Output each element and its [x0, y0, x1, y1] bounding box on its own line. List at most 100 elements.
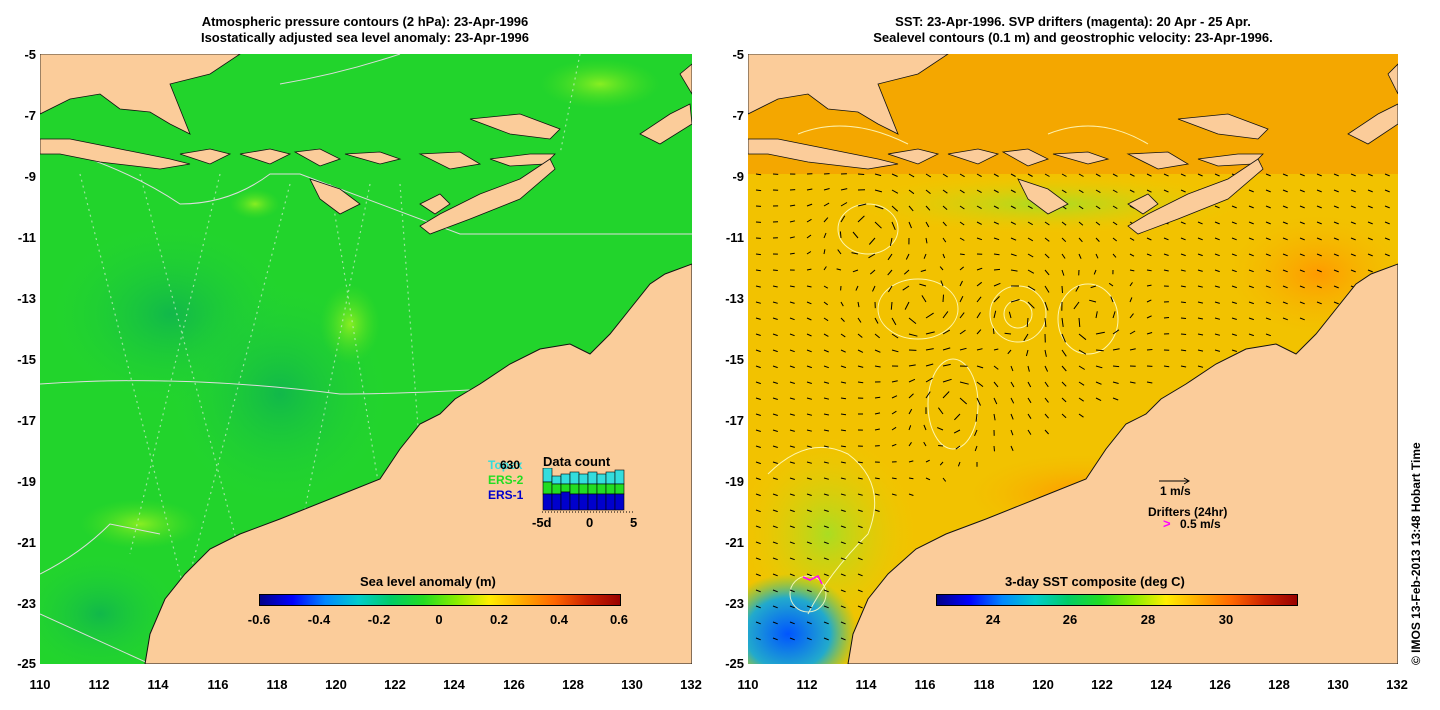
- velocity-arrow: [823, 461, 829, 464]
- velocity-arrow: [976, 312, 981, 319]
- velocity-arrow: [857, 203, 867, 207]
- velocity-arrow: [857, 493, 863, 496]
- velocity-arrow: [868, 253, 876, 259]
- velocity-arrow: [772, 621, 778, 625]
- right-title-line1: SST: 23-Apr-1996. SVP drifters (magenta)…: [895, 14, 1251, 29]
- velocity-arrow: [1197, 301, 1204, 304]
- velocity-arrow: [823, 349, 829, 353]
- velocity-arrow: [1112, 311, 1116, 319]
- credit-text: © IMOS 13-Feb-2013 13:48 Hobart Time: [1409, 442, 1423, 665]
- velocity-arrow: [908, 408, 913, 415]
- velocity-arrow: [1095, 221, 1101, 226]
- velocity-arrow: [840, 215, 846, 223]
- velocity-arrow: [840, 557, 846, 561]
- velocity-arrow: [857, 317, 862, 323]
- velocity-arrow: [823, 637, 829, 641]
- velocity-arrow: [1044, 397, 1049, 403]
- velocity-arrow: [1333, 237, 1339, 241]
- velocity-arrow: [1129, 173, 1135, 177]
- velocity-arrow: [755, 509, 761, 513]
- left-xtick: 112: [88, 677, 110, 692]
- velocity-arrow: [925, 173, 932, 178]
- velocity-arrow: [1231, 285, 1237, 289]
- velocity-arrow: [976, 329, 982, 335]
- right-ytick: -9: [732, 169, 744, 184]
- velocity-arrow: [823, 317, 829, 322]
- velocity-arrow: [806, 251, 812, 255]
- velocity-arrow: [1075, 285, 1080, 292]
- velocity-arrow: [1231, 237, 1237, 241]
- velocity-arrow: [1010, 445, 1014, 452]
- velocity-arrow: [874, 365, 881, 368]
- velocity-arrow: [904, 301, 910, 310]
- velocity-arrow: [755, 557, 761, 561]
- velocity-arrow: [857, 589, 863, 593]
- velocity-arrow: [1282, 253, 1288, 257]
- topex-label: Topex: [488, 458, 523, 472]
- velocity-arrow: [1010, 397, 1015, 404]
- left-cbar-tick: 0.2: [489, 612, 509, 627]
- velocity-arrow: [874, 205, 884, 210]
- left-xtick: 124: [443, 677, 465, 692]
- velocity-arrow: [1265, 253, 1271, 257]
- velocity-arrow: [857, 461, 863, 464]
- velocity-arrow: [1248, 333, 1254, 337]
- data-count-bars: [542, 468, 634, 513]
- velocity-arrow: [923, 253, 927, 259]
- velocity-arrow: [1044, 381, 1049, 388]
- velocity-arrow: [1214, 317, 1221, 320]
- velocity-arrow: [852, 269, 859, 273]
- velocity-arrow: [942, 378, 952, 383]
- velocity-arrow: [789, 509, 795, 513]
- velocity-arrow: [1316, 237, 1322, 241]
- drifters-label: Drifters (24hr): [1148, 505, 1228, 519]
- velocity-arrow: [772, 445, 778, 448]
- velocity-arrow: [1061, 189, 1067, 194]
- velocity-arrow: [1299, 285, 1305, 289]
- left-xtick: 118: [266, 677, 288, 692]
- velocity-arrow: [755, 253, 761, 256]
- velocity-arrow: [840, 301, 844, 307]
- velocity-arrow: [908, 493, 914, 496]
- left-cbar-tick: 0: [435, 612, 443, 627]
- velocity-arrow: [772, 557, 778, 561]
- velocity-arrow: [857, 509, 863, 512]
- velocity-arrow: [1112, 397, 1119, 401]
- velocity-arrow: [1112, 381, 1119, 384]
- velocity-arrow: [993, 381, 999, 388]
- velocity-arrow: [908, 364, 916, 367]
- velocity-arrow: [755, 541, 761, 545]
- velocity-arrow: [823, 573, 829, 577]
- right-xtick: 124: [1150, 677, 1172, 692]
- velocity-arrow: [1384, 173, 1390, 177]
- velocity-arrow: [993, 189, 999, 193]
- velocity-arrow: [923, 441, 927, 447]
- left-xtick: 110: [29, 677, 51, 692]
- velocity-arrow: [993, 365, 999, 370]
- velocity-arrow: [755, 285, 761, 288]
- velocity-arrow: [891, 221, 896, 230]
- velocity-arrow: [840, 541, 846, 545]
- velocity-arrow: [1316, 221, 1322, 225]
- velocity-arrow: [874, 349, 881, 353]
- right-ytick: -19: [725, 474, 744, 489]
- right-ytick: -21: [725, 535, 744, 550]
- velocity-arrow: [789, 557, 795, 561]
- velocity-arrow: [891, 380, 898, 383]
- velocity-arrow: [1197, 365, 1204, 368]
- right-map-svg: [748, 54, 1398, 664]
- right-ytick: -23: [725, 596, 744, 611]
- left-ytick: -21: [17, 535, 36, 550]
- velocity-arrow: [806, 285, 812, 288]
- velocity-arrow: [959, 221, 965, 226]
- velocity-arrow: [772, 269, 778, 271]
- velocity-arrow: [942, 311, 949, 319]
- velocity-arrow: [1027, 413, 1032, 419]
- velocity-arrow: [823, 285, 829, 289]
- velocity-arrow: [1010, 237, 1017, 241]
- velocity-arrow: [919, 283, 927, 287]
- right-xtick: 132: [1386, 677, 1408, 692]
- velocity-arrow: [902, 285, 910, 291]
- velocity-arrow: [908, 425, 912, 431]
- velocity-arrow: [891, 443, 897, 447]
